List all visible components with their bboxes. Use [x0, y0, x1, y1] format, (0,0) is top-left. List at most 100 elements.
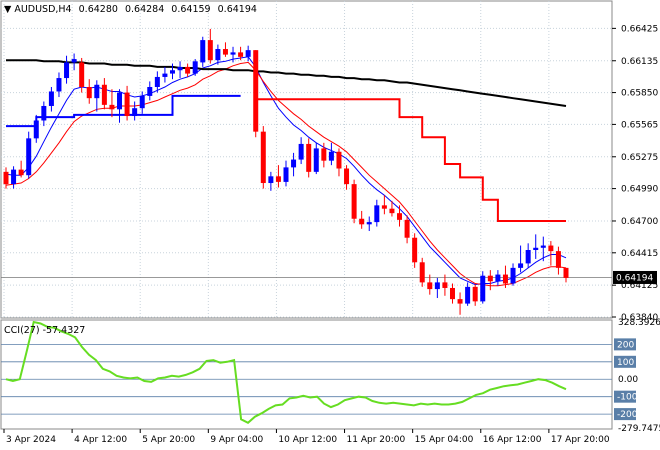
cci-line — [5, 320, 567, 424]
candle-bear — [253, 50, 259, 132]
price-tick-label: 0.64990 — [621, 185, 658, 195]
candle-bull — [154, 76, 160, 87]
candle-bull — [162, 73, 168, 77]
candle-bear — [381, 205, 387, 209]
cci-series-line — [5, 320, 567, 424]
candle-bull — [366, 222, 372, 225]
candle-bear — [124, 92, 130, 117]
price-tick-label: 0.66135 — [621, 57, 658, 67]
candle-bull — [41, 105, 47, 121]
high-value: 0.64284 — [125, 4, 164, 15]
candle-bear — [306, 143, 312, 172]
candle-bull — [510, 267, 516, 284]
ma-line-ma-slow — [6, 59, 567, 107]
channel-upper-line — [255, 98, 566, 222]
candle-bear — [487, 275, 493, 282]
candle-bull — [525, 250, 531, 264]
symbol-label: AUDUSD,H4 — [14, 4, 71, 15]
candle-bear — [548, 245, 554, 252]
candle-bull — [230, 52, 236, 55]
dropdown-icon[interactable]: ▼ — [4, 4, 14, 15]
candle-bull — [298, 143, 304, 160]
candle-bear — [260, 131, 266, 184]
cci-tick-label: 200 — [617, 340, 634, 350]
time-tick-label: 15 Apr 04:00 — [415, 435, 474, 445]
candle-bear — [419, 262, 425, 283]
candle-bear — [3, 171, 9, 185]
cci-value: -57.4327 — [43, 325, 86, 336]
cci-header: CCI(27) -57.4327 — [4, 325, 85, 336]
candle-bear — [18, 169, 24, 176]
open-value: 0.64280 — [79, 4, 118, 15]
cci-level-badge — [614, 408, 636, 421]
candle-bull — [169, 70, 175, 74]
price-tick-label: 0.64125 — [621, 281, 658, 291]
candle-bear — [185, 66, 191, 74]
price-axis: 0.66425 0.66135 0.65850 0.65565 0.65275 0.649… — [612, 24, 658, 323]
candle-bull — [200, 40, 206, 63]
ma-line-ma-fast — [5, 56, 567, 286]
candle-bull — [94, 84, 100, 99]
candle-bear — [389, 208, 395, 214]
candle-bear — [457, 299, 463, 304]
candle-bear — [412, 237, 418, 263]
close-value: 0.64194 — [218, 4, 257, 15]
cci-panel — [0, 319, 613, 430]
candle-bull — [268, 176, 274, 184]
candle-bull — [480, 275, 486, 302]
candle-bear — [449, 287, 455, 300]
candle-bull — [147, 86, 153, 96]
cci-level-badge — [614, 355, 636, 368]
candle-bull — [56, 78, 62, 92]
price-tick-label: 0.66425 — [621, 24, 658, 34]
candle-bull — [518, 263, 524, 268]
candle-bull — [291, 159, 297, 168]
candle-bull — [26, 138, 32, 176]
candle-bear — [502, 274, 508, 284]
candle-bull — [117, 92, 123, 110]
candle-bull — [64, 62, 70, 79]
candle-bull — [177, 66, 183, 71]
candle-bear — [563, 267, 569, 278]
candle-bull — [139, 95, 145, 109]
current-price-label: 0.64194 — [616, 273, 653, 283]
candle-bull — [48, 91, 54, 106]
candle-bear — [321, 148, 327, 161]
time-tick-label: 17 Apr 20:00 — [551, 435, 610, 445]
candle-bull — [132, 108, 138, 117]
cci-axis: 328.3926 200 100 0.00 -100 -200 -279.7475 — [614, 318, 660, 434]
cci-tick-label: 0.00 — [618, 375, 638, 385]
candle-bull — [11, 169, 17, 185]
candle-bull — [192, 61, 198, 74]
candle-bear — [397, 213, 403, 220]
time-tick-label: 3 Apr 2024 — [6, 435, 56, 445]
candle-bear — [101, 84, 107, 105]
time-tick-label: 4 Apr 12:00 — [74, 435, 127, 445]
cci-tick-label: -200 — [617, 410, 638, 420]
time-tick-label: 11 Apr 20:00 — [347, 435, 406, 445]
price-candles — [3, 28, 569, 315]
candle-bull — [245, 50, 251, 57]
time-axis: 3 Apr 2024 4 Apr 12:00 5 Apr 20:00 9 Apr 04… — [3, 429, 610, 445]
candle-bear — [222, 49, 228, 55]
candle-bear — [336, 151, 342, 169]
cci-tick-label: 328.3926 — [618, 318, 660, 328]
low-value: 0.64159 — [171, 4, 210, 15]
candle-bear — [275, 176, 281, 182]
cci-level-badge — [614, 338, 636, 351]
price-tick-label: 0.64700 — [621, 217, 658, 227]
price-tick-label: 0.64415 — [621, 249, 658, 259]
candle-bear — [404, 219, 410, 238]
candle-bear — [427, 282, 433, 290]
candle-bull — [313, 148, 319, 172]
candle-bull — [328, 151, 334, 161]
price-tick-label: 0.65565 — [621, 120, 658, 130]
chart-symbol-header: ▼ AUDUSD,H4 0.64280 0.64284 0.64159 0.64… — [4, 4, 257, 15]
cci-level-badge — [614, 390, 636, 403]
candle-bull — [71, 59, 77, 63]
candle-bear — [442, 282, 448, 288]
cci-tick-label: 100 — [617, 358, 634, 368]
candle-bull — [374, 205, 380, 223]
time-tick-label: 5 Apr 20:00 — [142, 435, 195, 445]
